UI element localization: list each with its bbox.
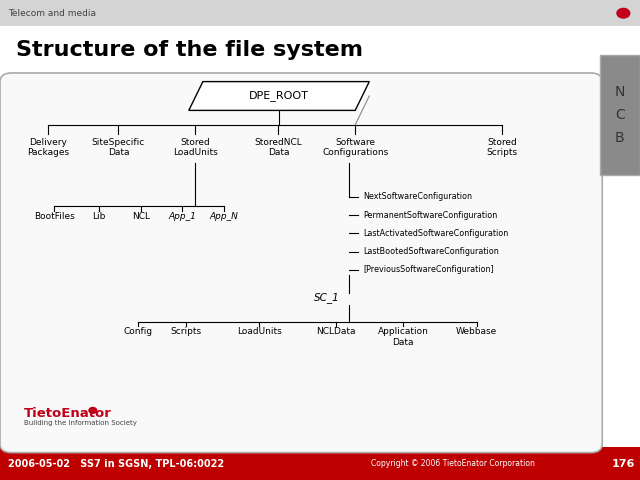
Circle shape	[617, 8, 630, 18]
Text: 2006-05-02   SS7 in SGSN, TPL-06:0022: 2006-05-02 SS7 in SGSN, TPL-06:0022	[8, 459, 224, 468]
Text: 176: 176	[611, 459, 635, 468]
Text: Building the Information Society: Building the Information Society	[24, 420, 137, 426]
Polygon shape	[189, 82, 369, 110]
Text: LastBootedSoftwareConfiguration: LastBootedSoftwareConfiguration	[364, 247, 499, 256]
Text: LoadUnits: LoadUnits	[237, 327, 282, 336]
Text: Software
Configurations: Software Configurations	[322, 138, 388, 157]
Text: Copyright © 2006 TietoEnator Corporation: Copyright © 2006 TietoEnator Corporation	[371, 459, 535, 468]
Text: NCL: NCL	[132, 212, 150, 221]
Circle shape	[89, 408, 97, 413]
Text: SC_1: SC_1	[314, 292, 339, 303]
Bar	[0, 447, 640, 480]
Text: Stored
Scripts: Stored Scripts	[487, 138, 518, 157]
Text: NextSoftwareConfiguration: NextSoftwareConfiguration	[364, 192, 472, 201]
Text: [PreviousSoftwareConfiguration]: [PreviousSoftwareConfiguration]	[364, 265, 494, 274]
Text: StoredNCL
Data: StoredNCL Data	[255, 138, 302, 157]
Text: App_1: App_1	[168, 212, 196, 221]
Text: TietoEnator: TietoEnator	[24, 407, 112, 420]
FancyBboxPatch shape	[0, 73, 602, 453]
Text: Config: Config	[123, 327, 152, 336]
Text: BootFiles: BootFiles	[34, 212, 75, 221]
Text: LastActivatedSoftwareConfiguration: LastActivatedSoftwareConfiguration	[364, 229, 509, 238]
Text: Structure of the file system: Structure of the file system	[16, 40, 363, 60]
Text: Scripts: Scripts	[170, 327, 201, 336]
Bar	[0, 0, 640, 26]
Text: Lib: Lib	[93, 212, 106, 221]
FancyBboxPatch shape	[600, 55, 640, 175]
Text: Stored
LoadUnits: Stored LoadUnits	[173, 138, 218, 157]
Text: SiteSpecific
Data: SiteSpecific Data	[92, 138, 145, 157]
Text: Application
Data: Application Data	[378, 327, 429, 347]
Text: NCLData: NCLData	[316, 327, 356, 336]
Text: N
C
B: N C B	[614, 85, 625, 145]
Text: PermanentSoftwareConfiguration: PermanentSoftwareConfiguration	[364, 211, 498, 219]
Text: App_N: App_N	[209, 212, 239, 221]
Text: DPE_ROOT: DPE_ROOT	[249, 91, 309, 101]
Text: Webbase: Webbase	[456, 327, 497, 336]
Text: Telecom and media: Telecom and media	[8, 9, 96, 18]
Text: Delivery
Packages: Delivery Packages	[27, 138, 69, 157]
